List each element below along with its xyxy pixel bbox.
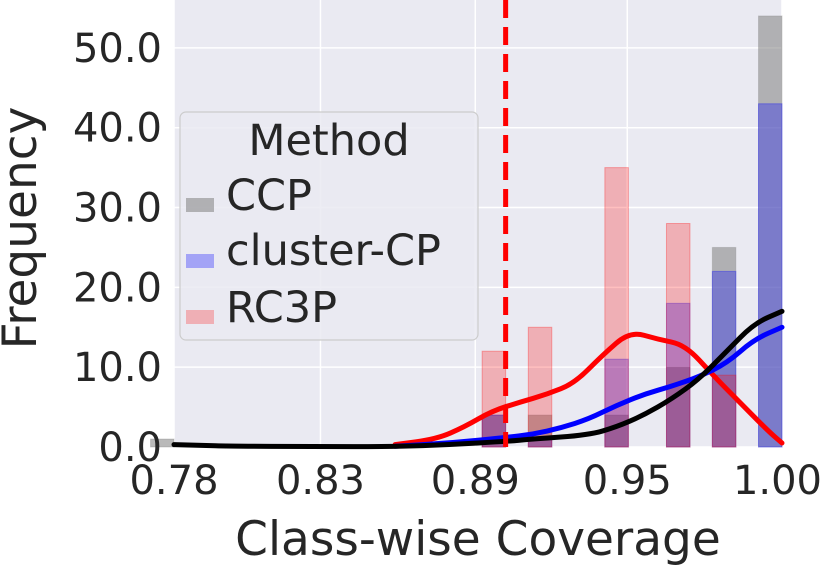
x-tick-label-3: 0.95 <box>583 458 672 504</box>
legend-title: Method <box>248 116 409 166</box>
y-tick-label-2: 20.0 <box>73 265 162 311</box>
y-tick-label-3: 30.0 <box>73 186 162 232</box>
kde-curves <box>171 308 785 450</box>
bar-rc3p-2 <box>604 167 629 448</box>
x-tick-label-0: 0.78 <box>129 458 218 504</box>
x-axis-title: Class-wise Coverage <box>235 512 721 567</box>
bar-rc3p-3 <box>665 223 691 448</box>
y-tick-labels: 0.0 10.0 20.0 30.0 40.0 50.0 <box>73 26 162 471</box>
legend-label-rc3p: RC3P <box>226 283 337 333</box>
kde-rc3p <box>392 331 785 448</box>
bar-rc3p-0 <box>481 350 507 448</box>
legend-label-cluster-cp: cluster-CP <box>226 226 441 276</box>
legend: Method CCP cluster-CP RC3P <box>179 111 479 341</box>
legend-swatch-cluster-cp <box>186 254 214 268</box>
bar-rc3p-1 <box>527 326 553 448</box>
y-tick-label-5: 50.0 <box>73 26 162 72</box>
legend-label-ccp: CCP <box>226 171 312 221</box>
legend-box <box>179 111 479 341</box>
legend-swatch-rc3p <box>186 310 214 324</box>
x-tick-label-4: 1.00 <box>733 458 822 504</box>
bar-ccp-5 <box>711 246 737 448</box>
kde-cluster-cp <box>392 324 785 449</box>
kde-ccp <box>171 308 785 450</box>
y-tick-label-0: 0.0 <box>98 425 162 471</box>
bar-cluster-cp-5 <box>758 103 783 448</box>
bar-cluster-cp-3 <box>665 302 691 448</box>
y-axis-title: Frequency <box>0 107 48 350</box>
y-tick-label-1: 10.0 <box>73 345 162 391</box>
bar-ccp-6 <box>758 15 783 448</box>
bar-cluster-cp-4 <box>711 270 737 448</box>
x-tick-label-1: 0.83 <box>276 458 365 504</box>
bars <box>150 15 783 448</box>
legend-swatch-ccp <box>186 198 214 212</box>
x-tick-labels: 0.78 0.83 0.89 0.95 1.00 <box>129 458 822 504</box>
x-tick-label-2: 0.89 <box>431 458 520 504</box>
y-tick-label-4: 40.0 <box>73 106 162 152</box>
